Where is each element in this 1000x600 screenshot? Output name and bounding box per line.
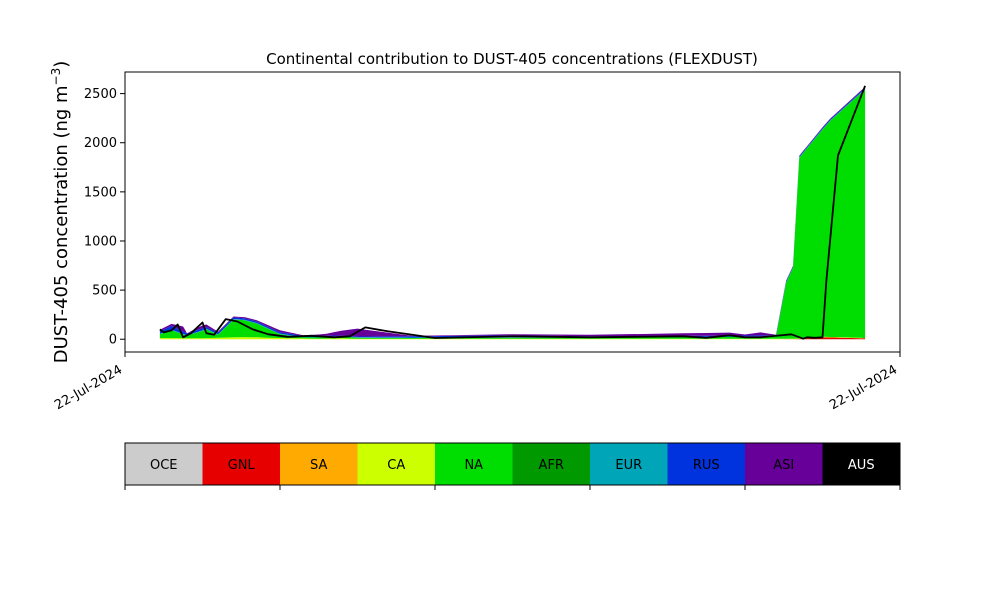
chart-title: Continental contribution to DUST-405 con… <box>266 50 758 68</box>
legend-swatch-ca <box>357 443 436 485</box>
legend-colorbar: OCE GNL SA CA NA AFR EUR RUS ASI AUS <box>124 442 901 490</box>
legend-frame <box>124 442 901 486</box>
y-axis-label-main: DUST-405 concentration (ng m <box>51 85 72 363</box>
legend-swatch-gnl <box>202 443 281 485</box>
y-tick-label: 2500 <box>84 87 117 102</box>
legend-label-ca: CA <box>387 458 405 473</box>
legend-label-aus: AUS <box>848 458 875 473</box>
y-tick-label: 1500 <box>84 185 117 200</box>
y-axis-label-close: ) <box>51 61 72 68</box>
y-tick-label: 2000 <box>84 136 117 151</box>
x-axis: 22-Jul-2024 22-Jul-2024 <box>52 352 901 413</box>
y-tick-label: 1000 <box>84 234 117 249</box>
legend-swatch-afr <box>512 443 591 485</box>
legend-swatch-na <box>435 443 513 485</box>
series-area-asi <box>159 87 866 337</box>
legend-label-afr: AFR <box>539 458 564 473</box>
series-area-rus <box>159 88 866 338</box>
series-area-eur <box>159 89 866 338</box>
legend-swatch-rus <box>667 443 746 485</box>
y-axis-label: DUST-405 concentration (ng m−3) <box>49 61 72 364</box>
x-tick-label: 22-Jul-2024 <box>52 362 125 413</box>
legend-label-na: NA <box>464 458 483 473</box>
series-area-ca <box>159 336 866 340</box>
legend-label-sa: SA <box>310 458 327 473</box>
legend-label-rus: RUS <box>693 458 720 473</box>
legend-swatch-aus <box>822 443 901 485</box>
legend-swatch-eur <box>590 443 668 485</box>
legend-swatch-sa <box>280 443 358 485</box>
legend-swatch-asi <box>745 443 823 485</box>
x-tick-label: 22-Jul-2024 <box>827 362 900 413</box>
series-line-total <box>159 85 866 340</box>
series-area-na <box>159 89 866 339</box>
plot-frame <box>124 71 901 353</box>
legend-label-gnl: GNL <box>228 458 256 473</box>
y-tick-label: 500 <box>92 284 117 299</box>
y-axis: 0 500 1000 1500 2000 2500 <box>84 87 125 348</box>
svg-text:DUST-405 concentration (ng m−3: DUST-405 concentration (ng m−3) <box>49 61 72 364</box>
y-axis-label-sup: −3 <box>49 68 63 86</box>
legend-label-asi: ASI <box>773 458 794 473</box>
legend-label-oce: OCE <box>150 458 178 473</box>
stacked-areas <box>159 87 866 340</box>
legend-swatch-oce <box>125 443 203 485</box>
y-tick-label: 0 <box>109 333 117 348</box>
legend-label-eur: EUR <box>615 458 642 473</box>
